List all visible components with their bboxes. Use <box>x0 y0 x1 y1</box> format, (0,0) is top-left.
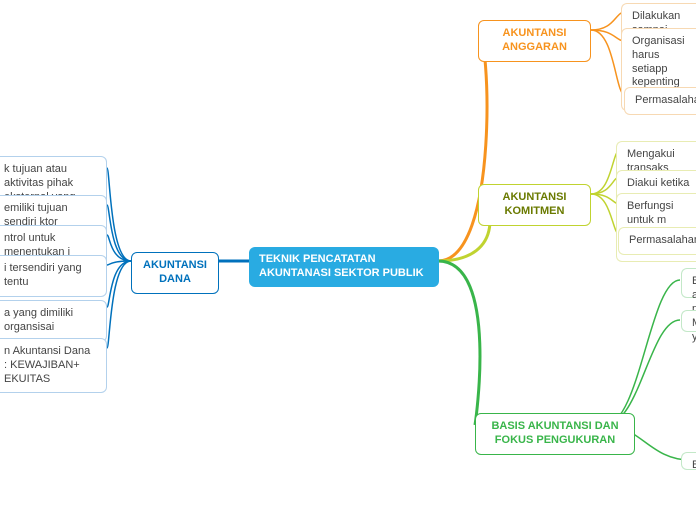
branch-anggaran[interactable]: AKUNTANSI ANGGARAN <box>478 20 591 62</box>
leaf-basis-1[interactable]: B a p <box>681 268 696 298</box>
leaf-dana-5[interactable]: a yang dimiliki organsisai <box>0 300 107 342</box>
leaf-basis-2[interactable]: M y <box>681 310 696 332</box>
leaf-anggaran-3[interactable]: Permasalahan <box>624 87 696 115</box>
branch-basis[interactable]: BASIS AKUNTANSI DAN FOKUS PENGUKURAN <box>475 413 635 455</box>
leaf-dana-4[interactable]: i tersendiri yang tentu <box>0 255 107 297</box>
leaf-basis-3[interactable]: B <box>681 452 696 470</box>
leaf-komitmen-4[interactable]: Permasalahan <box>618 227 696 255</box>
branch-dana[interactable]: AKUNTANSI DANA <box>131 252 219 294</box>
leaf-dana-6[interactable]: n Akuntansi Dana : KEWAJIBAN+ EKUITAS <box>0 338 107 393</box>
center-node[interactable]: TEKNIK PENCATATAN AKUNTANASI SEKTOR PUBL… <box>249 247 439 287</box>
mindmap-canvas: TEKNIK PENCATATAN AKUNTANASI SEKTOR PUBL… <box>0 0 696 520</box>
branch-komitmen[interactable]: AKUNTANSI KOMITMEN <box>478 184 591 226</box>
